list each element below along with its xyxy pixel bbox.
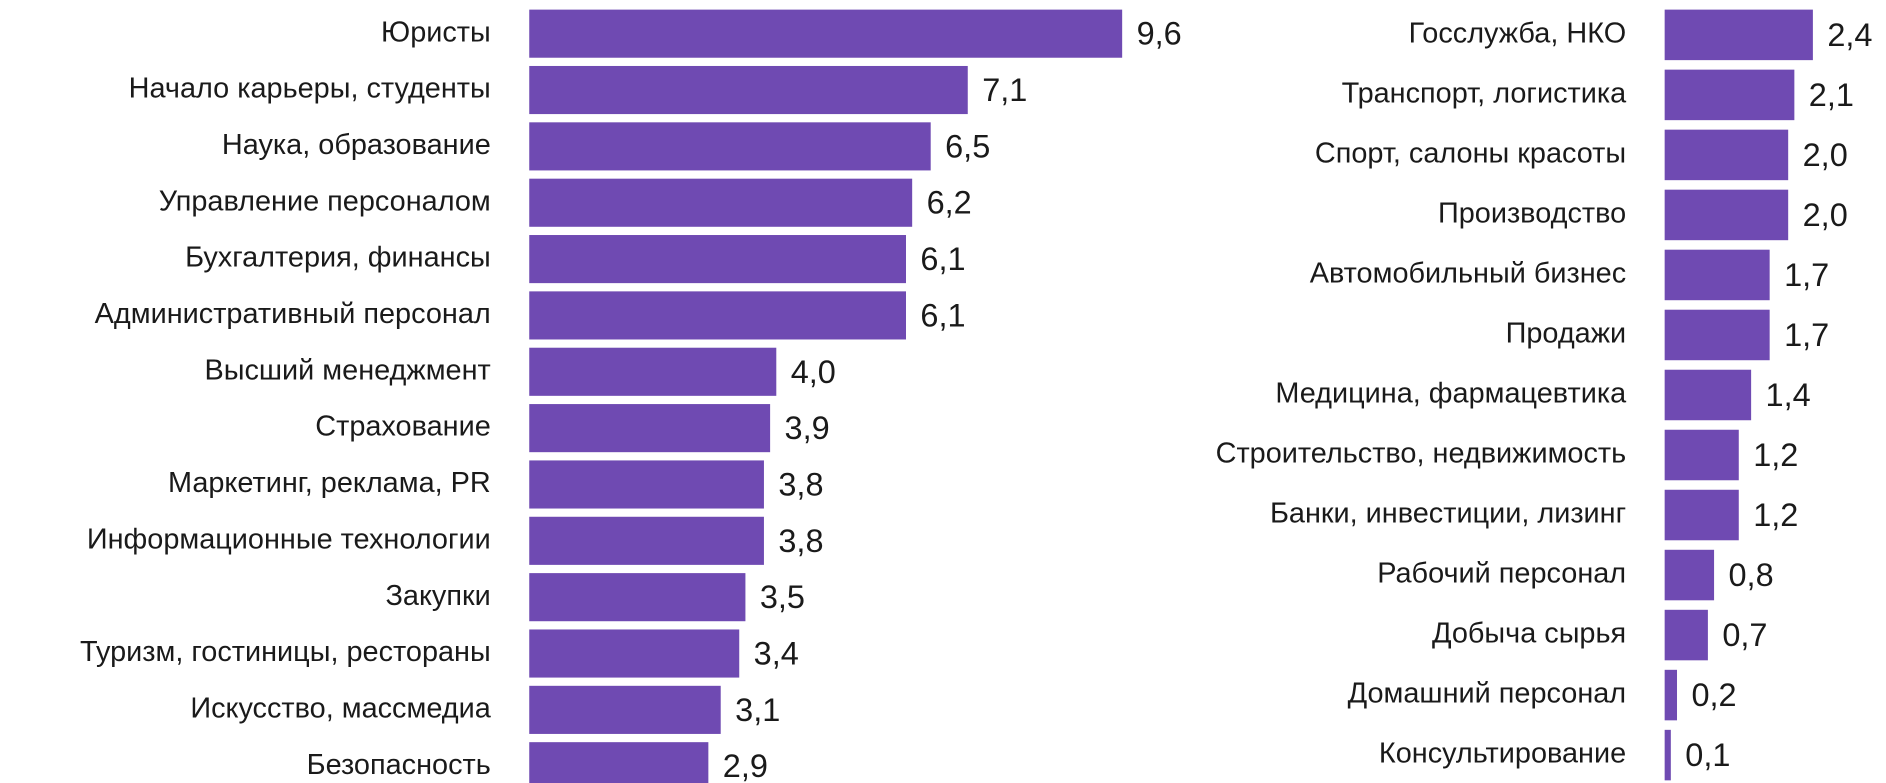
bar — [529, 742, 709, 783]
category-label: Транспорт, логистика — [1342, 78, 1628, 110]
category-label: Рабочий персонал — [1377, 558, 1626, 590]
bar — [1664, 189, 1789, 241]
bar — [1664, 489, 1739, 541]
bar — [1664, 369, 1752, 421]
category-label: Консультирование — [1379, 738, 1626, 770]
category-label: Бухгалтерия, финансы — [185, 242, 491, 274]
value-label: 3,9 — [785, 410, 830, 446]
category-label: Банки, инвестиции, лизинг — [1270, 498, 1626, 530]
category-label: Продажи — [1506, 318, 1627, 350]
category-label: Высший менеджмент — [204, 354, 490, 386]
value-label: 6,1 — [920, 297, 965, 333]
bar — [1664, 609, 1708, 661]
category-label: Административный персонал — [95, 298, 491, 330]
value-label: 1,7 — [1784, 317, 1829, 353]
value-label: 0,1 — [1685, 737, 1730, 773]
category-label: Безопасность — [307, 749, 491, 781]
bar — [1664, 729, 1671, 781]
bar — [529, 9, 1123, 58]
value-label: 6,5 — [945, 128, 990, 164]
bar — [529, 122, 931, 171]
value-label: 1,7 — [1784, 257, 1829, 293]
value-label: 0,7 — [1722, 617, 1767, 653]
bar — [529, 65, 968, 115]
value-label: 0,8 — [1729, 557, 1774, 593]
value-label: 1,2 — [1753, 437, 1798, 473]
value-label: 3,5 — [760, 579, 805, 615]
value-label: 2,0 — [1803, 137, 1848, 173]
bar — [529, 404, 771, 453]
category-label: Добыча сырья — [1432, 618, 1626, 650]
category-label: Туризм, гостиницы, рестораны — [80, 636, 491, 668]
value-label: 6,1 — [920, 241, 965, 277]
bar — [529, 685, 721, 734]
bar — [1664, 549, 1715, 601]
value-label: 6,2 — [927, 185, 972, 221]
bar — [1664, 429, 1739, 481]
category-label: Маркетинг, реклама, PR — [168, 467, 491, 499]
value-label: 2,0 — [1803, 197, 1848, 233]
value-label: 3,1 — [735, 692, 780, 728]
bar — [1664, 9, 1813, 61]
value-label: 3,8 — [778, 466, 823, 502]
bar — [529, 516, 764, 565]
value-label: 4,0 — [791, 354, 836, 390]
bar — [529, 291, 906, 340]
value-label: 2,9 — [723, 748, 768, 783]
category-label: Страхование — [315, 411, 490, 443]
category-label: Медицина, фармацевтика — [1275, 378, 1627, 410]
bar — [529, 235, 906, 284]
value-label: 2,1 — [1809, 77, 1854, 113]
bar — [1664, 249, 1770, 301]
bar — [1664, 69, 1795, 121]
bar — [1664, 669, 1678, 721]
value-label: 0,2 — [1691, 677, 1736, 713]
category-label: Юристы — [381, 16, 491, 48]
category-label: Производство — [1438, 198, 1626, 230]
value-label: 1,4 — [1766, 377, 1811, 413]
category-label: Управление персоналом — [159, 185, 491, 217]
bar — [529, 347, 777, 396]
category-label: Строительство, недвижимость — [1216, 438, 1627, 470]
category-label: Наука, образование — [222, 129, 491, 161]
bar — [1664, 129, 1789, 181]
category-label: Искусство, массмедиа — [190, 692, 491, 724]
bar — [1664, 309, 1770, 361]
category-label: Начало карьеры, студенты — [129, 73, 491, 105]
category-label: Информационные технологии — [87, 523, 491, 555]
category-label: Закупки — [386, 580, 491, 612]
bar — [529, 460, 764, 509]
value-label: 1,2 — [1753, 497, 1798, 533]
bar — [529, 629, 740, 678]
category-label: Спорт, салоны красоты — [1315, 138, 1626, 170]
value-label: 7,1 — [982, 72, 1027, 108]
category-label: Госслужба, НКО — [1409, 18, 1627, 50]
bar — [529, 178, 913, 227]
category-label: Автомобильный бизнес — [1310, 258, 1626, 290]
value-label: 3,8 — [778, 523, 823, 559]
value-label: 2,4 — [1827, 17, 1872, 53]
category-label: Домашний персонал — [1348, 678, 1627, 710]
value-label: 9,6 — [1137, 16, 1182, 52]
value-label: 3,4 — [754, 636, 799, 672]
bar — [529, 573, 746, 622]
